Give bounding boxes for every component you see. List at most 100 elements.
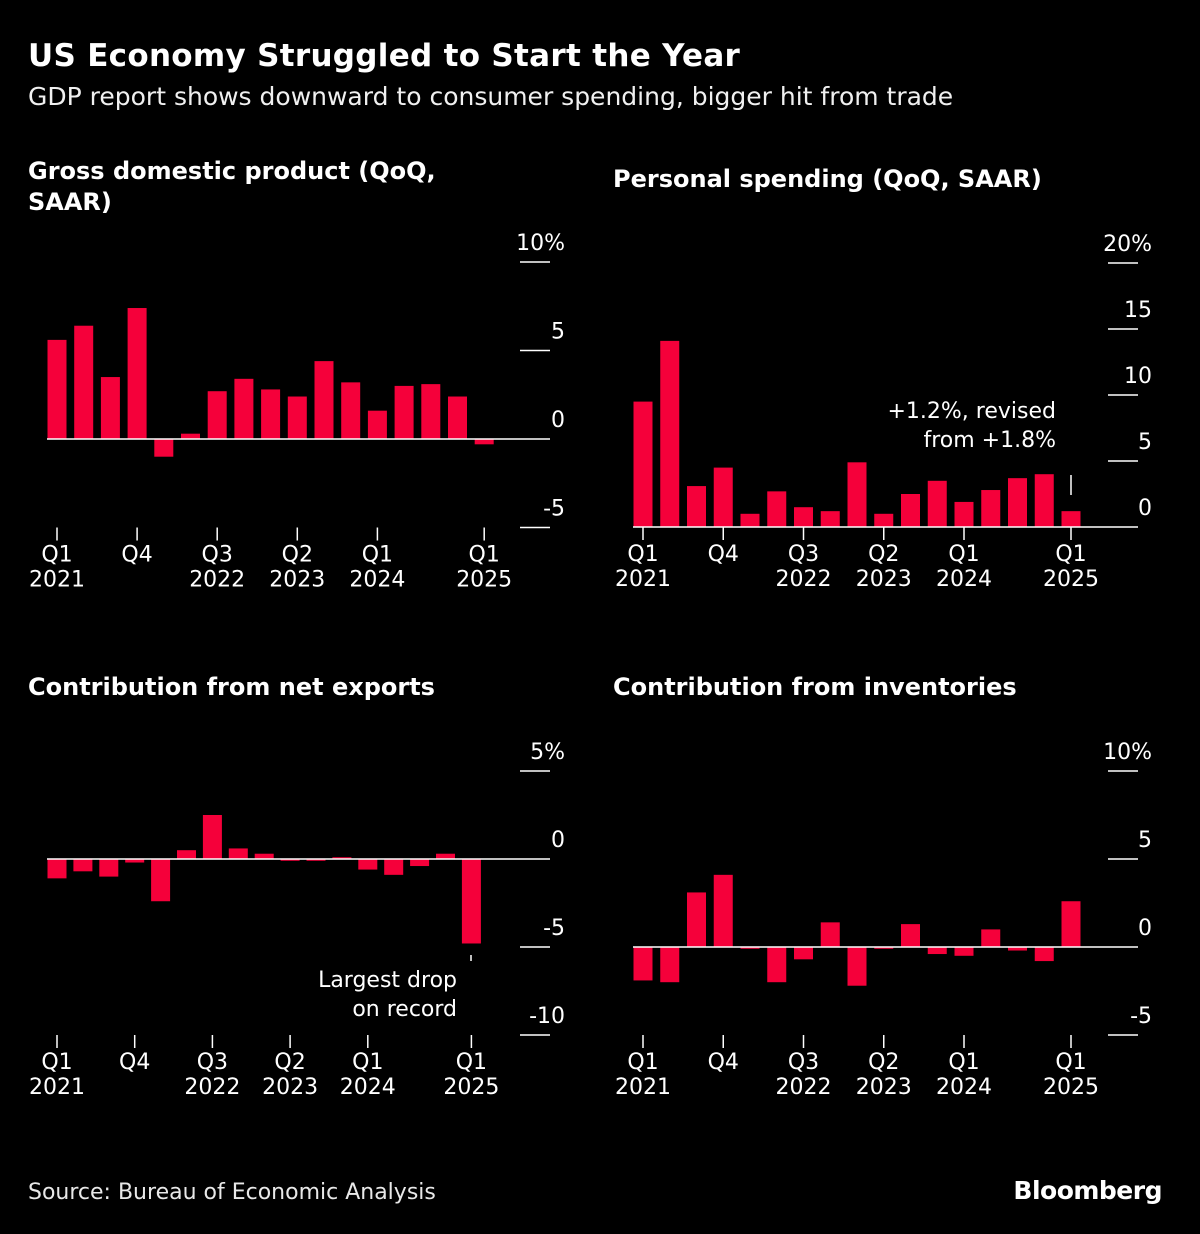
y-tick-label: 5% — [530, 740, 565, 765]
bar-Q1-2022 — [740, 947, 760, 949]
x-tick-label: Q4 — [121, 543, 152, 568]
bar-Q3-2024 — [1008, 947, 1027, 951]
x-tick-label: Q1 — [627, 1050, 658, 1075]
y-tick-label: 20% — [1103, 232, 1152, 257]
bar-Q4-2021 — [127, 308, 147, 439]
x-tick-label: Q2 — [868, 542, 899, 567]
x-tick-label: Q1 — [1055, 1050, 1086, 1075]
bar-Q2-2022 — [767, 491, 787, 527]
bar-Q4-2021 — [713, 874, 733, 947]
bar-Q4-2023 — [927, 947, 947, 955]
x-tick-label: Q2 — [868, 1050, 899, 1075]
bar-Q2-2023 — [874, 947, 894, 949]
bar-Q2-2024 — [384, 859, 404, 875]
x-tick-label: Q2 — [282, 543, 313, 568]
y-tick-label: -5 — [543, 497, 565, 522]
bar-Q1-2025 — [1061, 511, 1081, 527]
x-tick-year: 2021 — [29, 568, 85, 593]
bar-Q1-2023 — [254, 853, 274, 859]
bar-Q1-2022 — [151, 859, 171, 902]
x-tick-year: 2022 — [776, 1075, 832, 1100]
x-tick-year: 2023 — [269, 568, 325, 593]
x-tick-label: Q1 — [948, 542, 979, 567]
x-tick-year: 2021 — [29, 1075, 85, 1100]
annotation-text: +1.2%, revised — [887, 399, 1056, 424]
bar-Q3-2023 — [306, 859, 326, 861]
bar-Q4-2022 — [820, 922, 840, 947]
y-tick-label: 10% — [1103, 740, 1152, 765]
bar-Q2-2024 — [981, 490, 1001, 527]
x-tick-label: Q3 — [788, 1050, 819, 1075]
bar-Q3-2023 — [901, 494, 920, 527]
y-tick-label: -5 — [1130, 1004, 1152, 1029]
y-tick-label: 5 — [551, 320, 565, 345]
bar-Q4-2022 — [228, 848, 248, 859]
bar-Q4-2022 — [234, 378, 254, 439]
bar-Q3-2022 — [207, 391, 227, 439]
y-tick-label: 0 — [551, 828, 565, 853]
x-tick-year: 2025 — [443, 1075, 499, 1100]
bar-Q4-2023 — [332, 857, 352, 859]
bar-Q1-2025 — [461, 859, 481, 944]
bar-Q1-2025 — [474, 439, 494, 445]
bloomberg-logo: Bloomberg — [1013, 1176, 1162, 1205]
y-tick-label: -5 — [543, 916, 565, 941]
bar-Q1-2021 — [633, 947, 653, 981]
source-note: Source: Bureau of Economic Analysis — [28, 1180, 436, 1205]
y-tick-label: 15 — [1124, 298, 1152, 323]
x-tick-year: 2021 — [615, 567, 671, 592]
x-tick-year: 2024 — [340, 1075, 396, 1100]
x-tick-label: Q1 — [948, 1050, 979, 1075]
x-tick-year: 2023 — [262, 1075, 318, 1100]
x-tick-label: Q2 — [274, 1050, 305, 1075]
y-tick-label: 0 — [1138, 496, 1152, 521]
bar-Q2-2024 — [394, 385, 414, 439]
bar-Q2-2021 — [660, 340, 680, 527]
bar-Q2-2024 — [981, 929, 1001, 947]
chart-title-gdp: Gross domestic product (QoQ, SAAR) — [28, 157, 436, 216]
x-tick-label: Q4 — [708, 1050, 739, 1075]
bar-Q3-2021 — [687, 486, 706, 527]
bar-Q1-2022 — [154, 439, 174, 457]
x-tick-year: 2025 — [1043, 1075, 1099, 1100]
bar-Q1-2021 — [633, 401, 653, 527]
bar-Q1-2021 — [47, 859, 67, 879]
chart-title-inventories: Contribution from inventories — [613, 673, 1017, 701]
x-tick-year: 2021 — [615, 1075, 671, 1100]
bar-Q3-2023 — [901, 924, 920, 947]
bar-Q3-2021 — [99, 859, 119, 877]
page-title: US Economy Struggled to Start the Year — [28, 38, 741, 74]
bar-Q4-2024 — [448, 396, 467, 439]
x-tick-year: 2025 — [456, 568, 512, 593]
bar-Q4-2023 — [341, 382, 361, 439]
x-tick-label: Q4 — [708, 542, 739, 567]
bar-Q3-2022 — [794, 507, 813, 527]
bar-Q1-2024 — [954, 947, 974, 956]
annotation-text: on record — [352, 997, 457, 1022]
x-tick-label: Q1 — [41, 1050, 72, 1075]
x-tick-year: 2024 — [936, 567, 992, 592]
x-tick-year: 2025 — [1043, 567, 1099, 592]
x-tick-label: Q1 — [627, 542, 658, 567]
bar-Q3-2024 — [1008, 478, 1027, 527]
bar-Q1-2021 — [47, 339, 67, 439]
x-tick-label: Q1 — [456, 1050, 487, 1075]
x-tick-year: 2023 — [856, 1075, 912, 1100]
bar-Q4-2024 — [1034, 474, 1054, 527]
x-tick-year: 2024 — [349, 568, 405, 593]
y-tick-label: -10 — [529, 1004, 565, 1029]
bar-Q2-2023 — [874, 513, 894, 527]
chart-title-spending: Personal spending (QoQ, SAAR) — [613, 165, 1042, 193]
bar-Q2-2023 — [287, 396, 307, 439]
x-tick-label: Q3 — [197, 1050, 228, 1075]
bar-Q3-2022 — [794, 947, 813, 960]
x-tick-label: Q1 — [352, 1050, 383, 1075]
x-tick-year: 2024 — [936, 1075, 992, 1100]
bar-Q4-2024 — [1034, 947, 1054, 962]
x-tick-year: 2022 — [189, 568, 245, 593]
bar-Q2-2022 — [177, 850, 196, 859]
page-subtitle: GDP report shows downward to consumer sp… — [28, 82, 954, 111]
bar-Q1-2024 — [358, 859, 378, 870]
x-tick-label: Q1 — [469, 543, 500, 568]
